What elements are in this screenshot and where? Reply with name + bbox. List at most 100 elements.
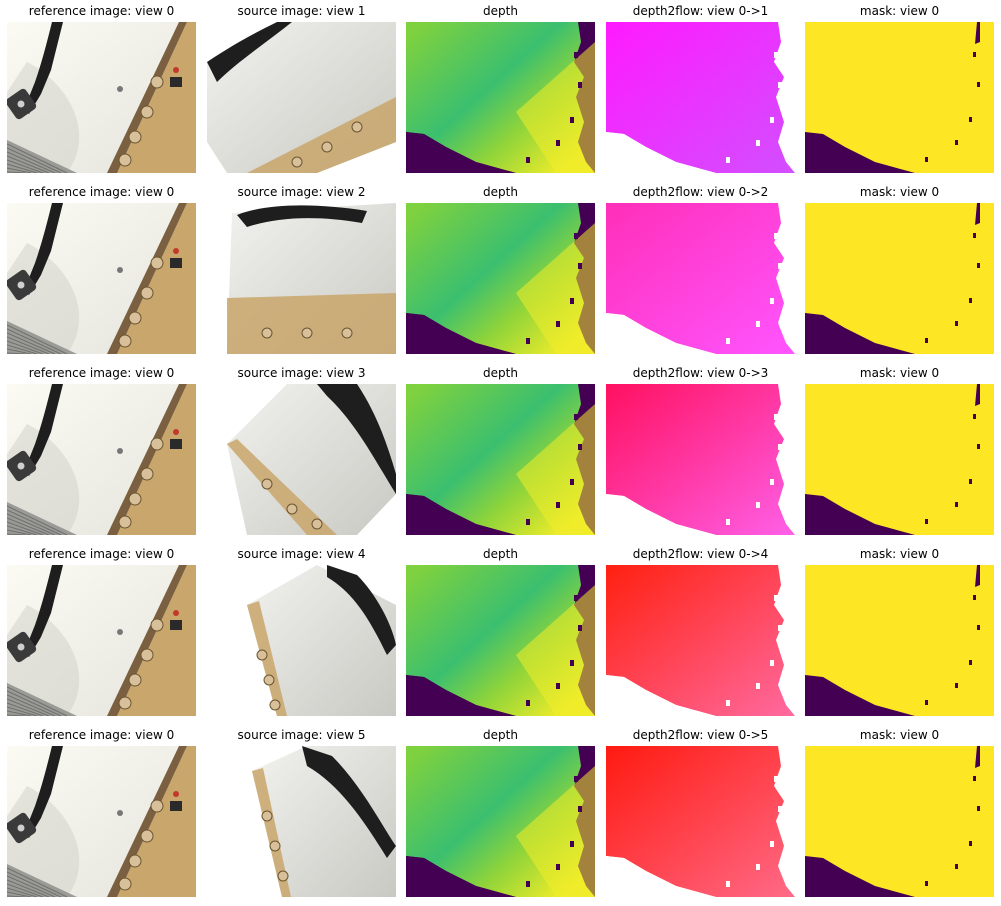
depth-image [406, 203, 595, 354]
reference-title: reference image: view 0 [28, 728, 175, 742]
depth-title: depth [483, 547, 518, 561]
reference-title: reference image: view 0 [28, 366, 175, 380]
source-cell: source image: view 1 [207, 2, 396, 173]
flow-image-graphic [606, 203, 795, 354]
source-title: source image: view 1 [237, 4, 366, 18]
depth-title: depth [483, 185, 518, 199]
vent-grille [7, 864, 77, 897]
reference-cell: reference image: view 0 [7, 545, 196, 716]
flow-region [606, 384, 795, 535]
flow-cell: depth2flow: view 0->4 [606, 545, 795, 716]
source-image [207, 565, 396, 716]
flow-image-graphic [606, 22, 795, 173]
reference-title: reference image: view 0 [28, 547, 175, 561]
mask-image [805, 22, 994, 173]
vent-grille [7, 140, 77, 173]
mask-title: mask: view 0 [859, 728, 940, 742]
reference-image-graphic [7, 384, 196, 535]
mask-image [805, 746, 994, 897]
source-image [207, 203, 396, 354]
reference-title: reference image: view 0 [28, 4, 175, 18]
carry-handle [317, 384, 396, 494]
mask-invalid-region [805, 313, 915, 354]
carry-handle [327, 565, 396, 655]
source-image-graphic [207, 746, 396, 897]
source-image [207, 384, 396, 535]
source-image-graphic [207, 203, 396, 354]
carry-handle [21, 203, 63, 295]
depth-cell: depth [406, 183, 595, 354]
vent-grille [7, 683, 77, 716]
flow-cell: depth2flow: view 0->2 [606, 183, 795, 354]
source-cell: source image: view 4 [207, 545, 396, 716]
depth-image-graphic [406, 203, 595, 354]
depth-title: depth [483, 728, 518, 742]
flow-title: depth2flow: view 0->3 [632, 366, 769, 380]
source-cell: source image: view 2 [207, 183, 396, 354]
reference-image [7, 746, 196, 897]
depth-cell: depth [406, 545, 595, 716]
vent-grille [7, 321, 77, 354]
carry-handle [21, 384, 63, 476]
reference-image-graphic [7, 22, 196, 173]
depth-title: depth [483, 366, 518, 380]
mask-title: mask: view 0 [859, 185, 940, 199]
mask-invalid-region [805, 675, 915, 716]
depth-cell: depth [406, 2, 595, 173]
reference-image [7, 203, 196, 354]
depth-cell: depth [406, 726, 595, 897]
flow-image [606, 565, 795, 716]
flow-image [606, 384, 795, 535]
mask-image-graphic [805, 203, 994, 354]
source-title: source image: view 5 [237, 728, 366, 742]
depth-image-graphic [406, 22, 595, 173]
mask-cell: mask: view 0 [805, 545, 994, 716]
flow-title: depth2flow: view 0->5 [632, 728, 769, 742]
mask-image [805, 565, 994, 716]
depth-image-graphic [406, 384, 595, 535]
flow-image-graphic [606, 565, 795, 716]
mask-invalid-region [805, 856, 915, 897]
mask-cell: mask: view 0 [805, 364, 994, 535]
front-panel [247, 601, 287, 716]
reference-cell: reference image: view 0 [7, 364, 196, 535]
reference-cell: reference image: view 0 [7, 183, 196, 354]
mask-invalid-region [805, 494, 915, 535]
flow-region [606, 22, 795, 173]
depth-image [406, 565, 595, 716]
depth-image-graphic [406, 746, 595, 897]
reference-cell: reference image: view 0 [7, 726, 196, 897]
mask-invalid-region [805, 132, 915, 173]
flow-region [606, 203, 795, 354]
mask-title: mask: view 0 [859, 547, 940, 561]
flow-title: depth2flow: view 0->2 [632, 185, 769, 199]
mask-cell: mask: view 0 [805, 726, 994, 897]
mask-title: mask: view 0 [859, 366, 940, 380]
carry-handle [237, 205, 367, 227]
carry-handle [21, 22, 63, 114]
device-body [252, 746, 396, 897]
mask-image-graphic [805, 384, 994, 535]
mask-title: mask: view 0 [859, 4, 940, 18]
source-title: source image: view 2 [237, 185, 366, 199]
source-title: source image: view 3 [237, 366, 366, 380]
source-cell: source image: view 5 [207, 726, 396, 897]
reference-image-graphic [7, 203, 196, 354]
flow-region [606, 565, 795, 716]
depth-cell: depth [406, 364, 595, 535]
mask-image-graphic [805, 22, 994, 173]
source-image-graphic [207, 565, 396, 716]
source-image-graphic [207, 22, 396, 173]
flow-cell: depth2flow: view 0->5 [606, 726, 795, 897]
source-image [207, 746, 396, 897]
mask-image [805, 384, 994, 535]
flow-cell: depth2flow: view 0->3 [606, 364, 795, 535]
flow-image-graphic [606, 746, 795, 897]
front-panel [247, 97, 396, 173]
depth-image [406, 384, 595, 535]
reference-title: reference image: view 0 [28, 185, 175, 199]
reference-cell: reference image: view 0 [7, 2, 196, 173]
depth-image [406, 746, 595, 897]
source-title: source image: view 4 [237, 547, 366, 561]
